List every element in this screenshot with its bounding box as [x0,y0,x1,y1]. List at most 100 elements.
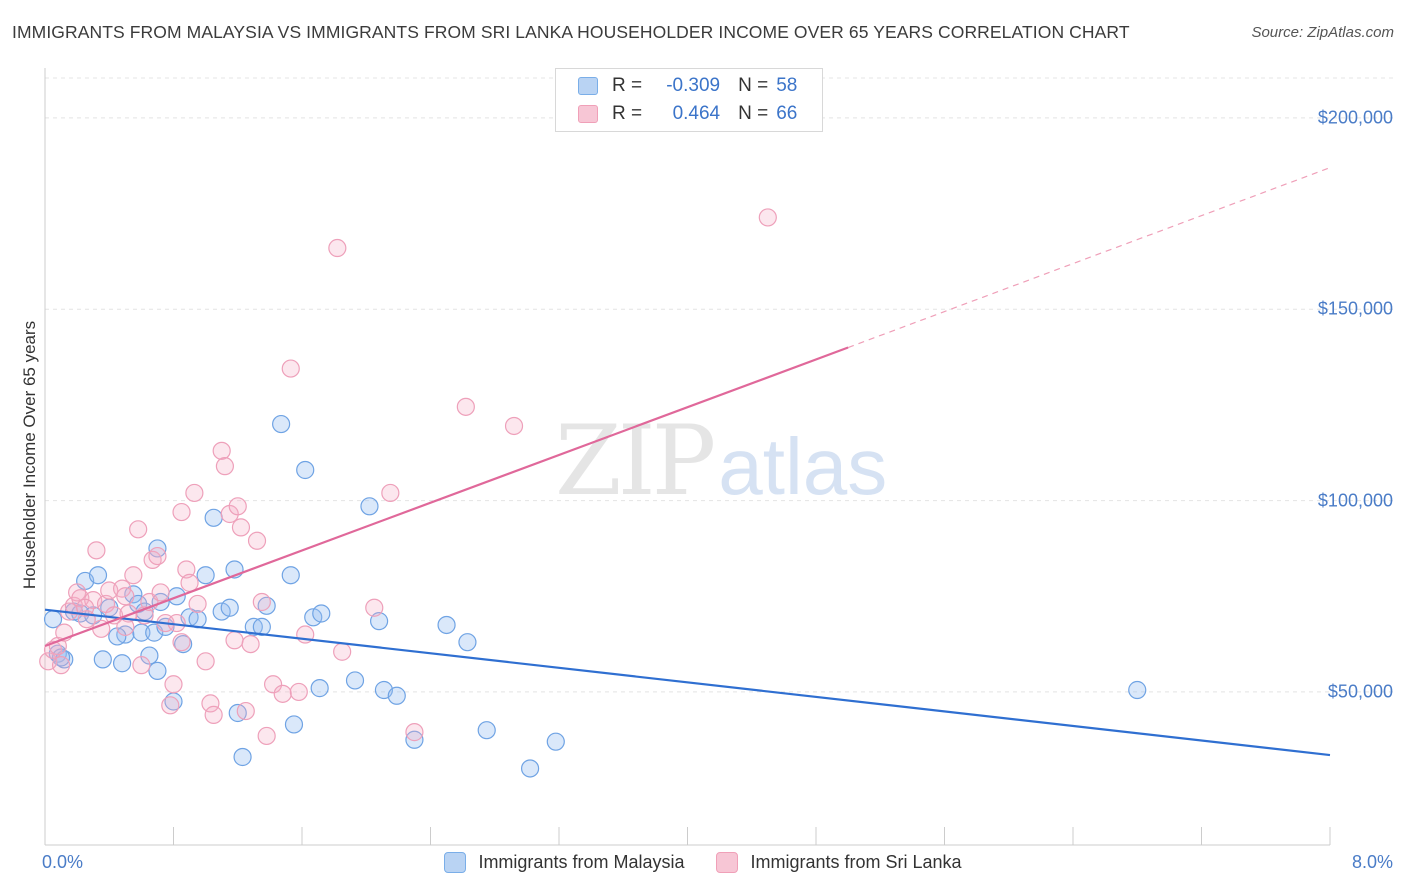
point-malaysia [437,615,456,635]
point-malaysia [370,612,389,631]
point-malaysia [220,598,239,617]
r-label: R = [612,103,643,124]
x-tick-min: 0.0% [42,852,84,872]
watermark: ZIPatlas [555,405,887,517]
point-malaysia [405,730,424,749]
point-sri-lanka [215,457,234,476]
axes [44,68,1331,846]
legend-item-malaysia[interactable]: Immigrants from Malaysia [444,852,684,873]
point-sri-lanka [87,541,106,560]
point-sri-lanka [51,656,71,675]
point-sri-lanka [504,416,524,436]
trend-line-sri-lanka-extended [847,167,1331,349]
point-sri-lanka [185,483,204,503]
point-sri-lanka [381,483,400,503]
trend-lines [44,167,1331,757]
point-sri-lanka [236,701,255,721]
point-sri-lanka [204,705,223,724]
point-malaysia [281,566,300,585]
y-axis-label: Householder Income Over 65 years [20,320,39,590]
point-sri-lanka [172,633,191,652]
trend-line-sri-lanka [44,346,849,648]
watermark-zip: ZIP [555,405,716,517]
point-malaysia [252,617,271,636]
point-sri-lanka [161,696,180,715]
point-sri-lanka [201,694,220,713]
point-sri-lanka [172,502,191,522]
point-sri-lanka [273,684,292,703]
legend-label-malaysia: Immigrants from Malaysia [478,852,685,872]
point-malaysia [43,610,63,629]
point-malaysia [284,715,304,734]
point-sri-lanka [124,566,143,585]
stats-swatch-malaysia [578,77,598,95]
point-sri-lanka [241,634,260,654]
point-malaysia [1128,680,1147,700]
point-sri-lanka [180,573,199,592]
point-sri-lanka [289,682,308,702]
legend-item-sri-lanka[interactable]: Immigrants from Sri Lanka [716,852,962,873]
point-malaysia [148,661,167,680]
point-sri-lanka [68,583,87,602]
r-label: R = [612,75,643,96]
point-sri-lanka [333,642,352,661]
point-malaysia [112,654,132,673]
point-malaysia [310,679,329,698]
point-sri-lanka [758,208,777,227]
point-sri-lanka [116,617,135,636]
legend-swatch-sri-lanka [716,852,739,873]
n-value: 58 [776,75,798,96]
y-tick-label: $100,000 [1317,490,1393,511]
point-sri-lanka [257,726,276,746]
point-malaysia [204,508,223,527]
point-malaysia [458,633,477,652]
point-sri-lanka [228,497,247,516]
point-sri-lanka [116,587,135,606]
point-malaysia [196,566,215,585]
stats-row-sri-lanka: R = 0.464 N = 66 [556,100,797,128]
point-malaysia [272,414,291,434]
y-tick-label: $150,000 [1317,298,1393,319]
point-malaysia [477,721,496,740]
point-sri-lanka [76,598,95,617]
stats-box: R = -0.309 N = 58 R = 0.464 N = 66 [555,68,823,132]
y-tick-label: $200,000 [1317,107,1393,128]
n-value: 66 [776,103,798,124]
point-malaysia [88,566,108,585]
grid [45,77,1395,693]
points-sri-lanka [39,208,777,746]
point-sri-lanka [151,583,170,602]
point-sri-lanka [132,656,151,675]
point-malaysia [93,650,112,669]
y-tick-label: $50,000 [1327,681,1393,702]
n-label: N = [738,75,769,96]
point-sri-lanka [263,675,283,694]
point-sri-lanka [212,441,231,460]
source-label: Source: ZipAtlas.com [1251,24,1394,41]
point-sri-lanka [164,675,183,694]
point-malaysia [387,686,406,705]
x-tick-max: 8.0% [1351,852,1393,872]
point-malaysia [345,671,365,690]
point-sri-lanka [328,238,347,258]
point-sri-lanka [252,592,271,612]
trend-line-malaysia [44,608,1331,757]
point-sri-lanka [148,546,167,566]
point-sri-lanka [177,560,196,579]
point-malaysia [546,732,565,751]
stats-swatch-sri-lanka [578,105,598,123]
point-sri-lanka [281,359,300,378]
point-sri-lanka [405,723,424,742]
point-sri-lanka [365,598,384,617]
legend-label-sri-lanka: Immigrants from Sri Lanka [750,852,962,872]
chart-title: IMMIGRANTS FROM MALAYSIA VS IMMIGRANTS F… [12,22,1130,42]
r-value: 0.464 [672,103,721,124]
legend: Immigrants from Malaysia Immigrants from… [0,852,1406,873]
r-value: -0.309 [666,75,721,96]
point-malaysia [148,539,167,558]
stats-row-malaysia: R = -0.309 N = 58 [556,72,797,100]
legend-swatch-malaysia [444,852,467,873]
point-sri-lanka [456,397,475,416]
point-sri-lanka [247,531,267,550]
